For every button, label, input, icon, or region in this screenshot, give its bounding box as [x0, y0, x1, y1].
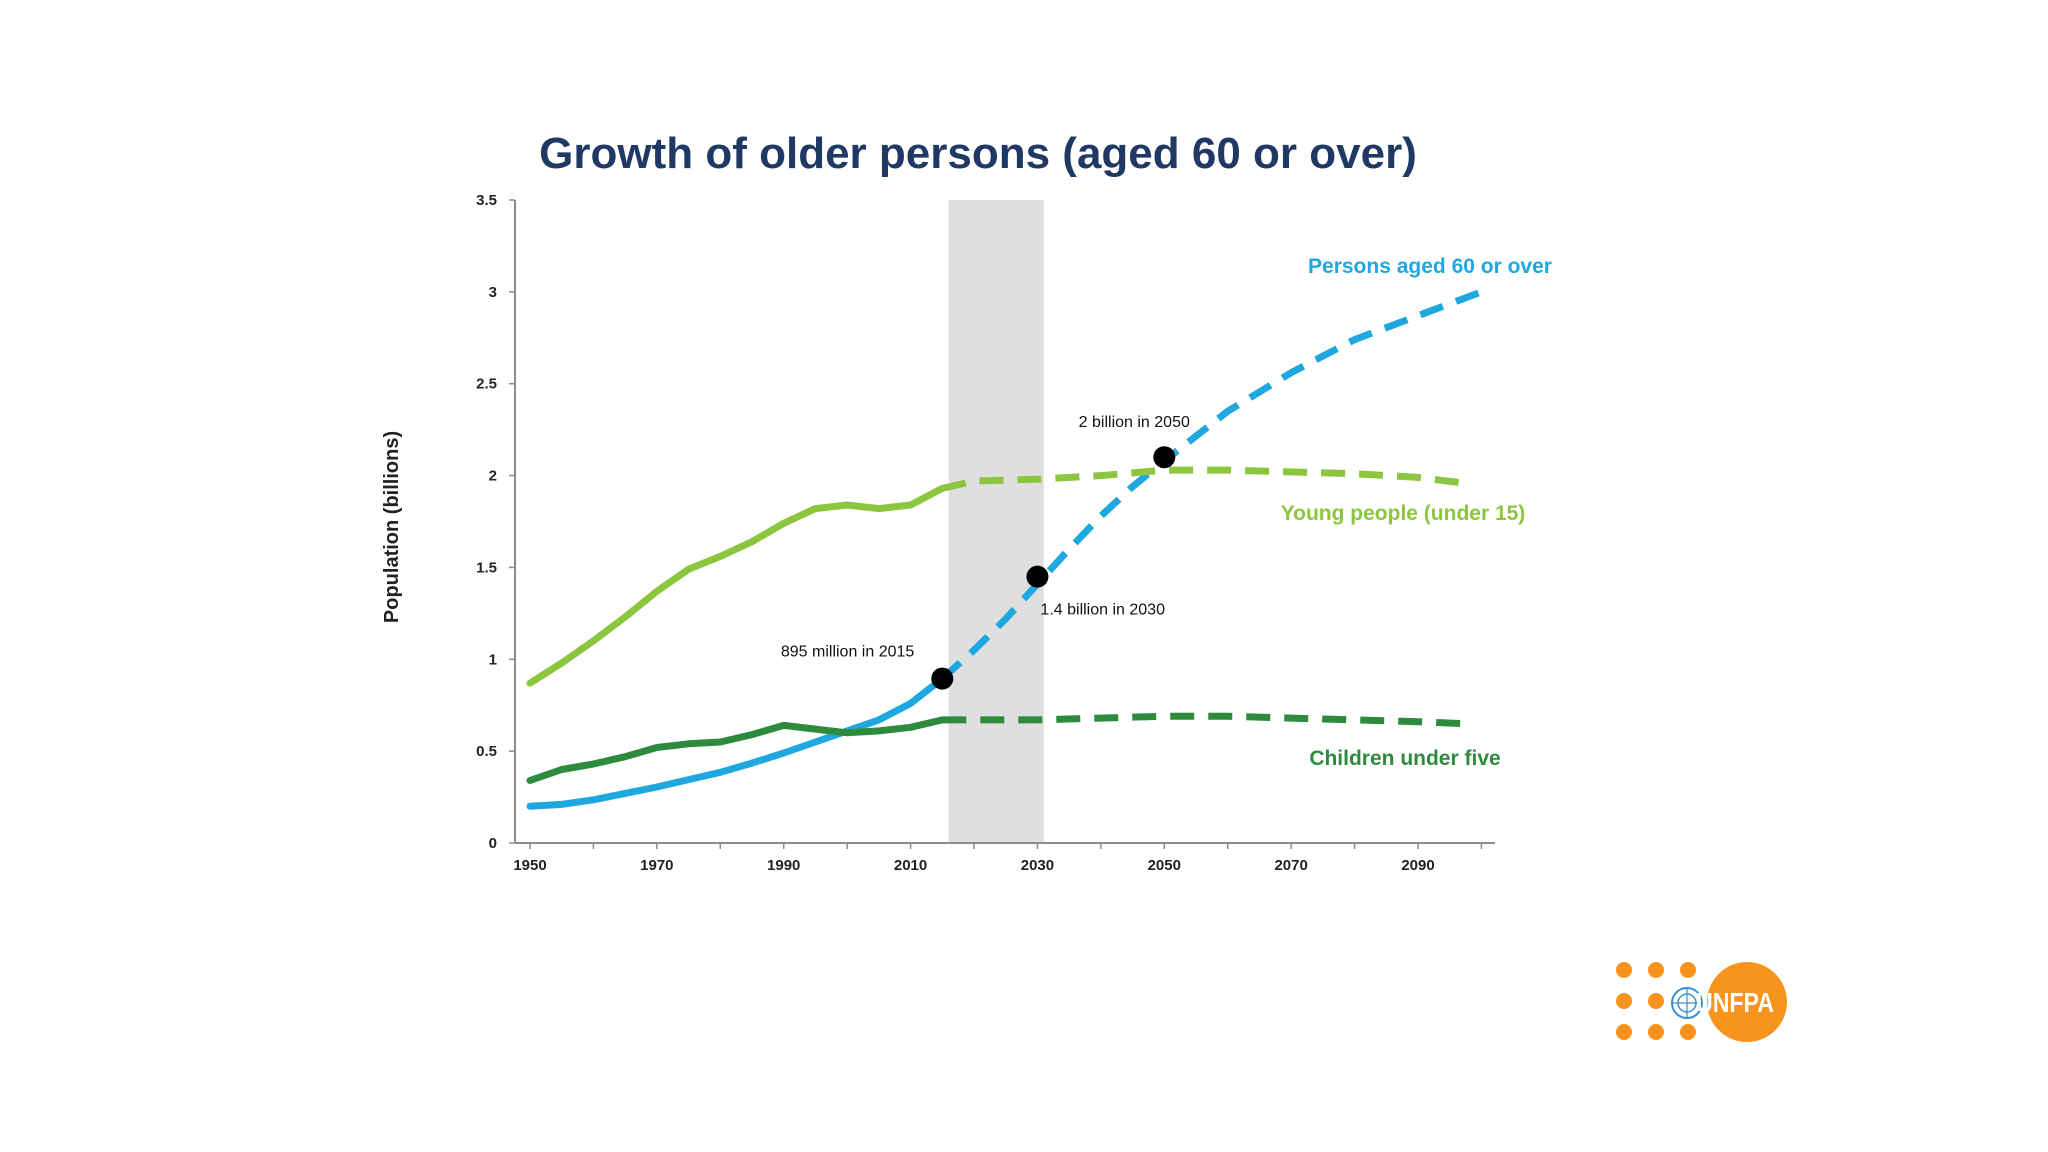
y-tick-label: 0.5: [476, 743, 497, 760]
y-tick-label: 3.5: [476, 192, 497, 209]
logo-dot: [1648, 962, 1664, 978]
series-line-observed: [526, 675, 946, 810]
annotation-label: 1.4 billion in 2030: [1040, 602, 1165, 619]
series-line-projected: [939, 288, 1483, 682]
y-tick-label: 1: [489, 651, 497, 668]
plot-area: 0 0.5 1 1.5 2 2.5 3 3.5 1950 1970 1990 2010 2030 2050…: [476, 192, 1552, 874]
logo-dot: [1616, 962, 1632, 978]
data-marker: [1026, 565, 1049, 588]
y-tick-label: 0: [489, 835, 497, 852]
x-tick-label: 2030: [1021, 857, 1054, 874]
logo-dot: [1648, 1024, 1664, 1040]
x-tick-label: 2070: [1274, 857, 1307, 874]
y-tick-label: 2.5: [476, 376, 497, 393]
x-tick-label: 1990: [767, 857, 800, 874]
x-tick-label: 2090: [1401, 857, 1434, 874]
logo-dot: [1648, 993, 1664, 1009]
x-tick-label: 2050: [1148, 857, 1181, 874]
chart-title: Growth of older persons (aged 60 or over…: [539, 129, 1417, 178]
data-marker: [1153, 446, 1176, 469]
series-line-projected: [942, 712, 1463, 728]
series-label: Persons aged 60 or over: [1308, 255, 1552, 278]
logo-dot: [1680, 1024, 1696, 1040]
annotation-label: 2 billion in 2050: [1079, 414, 1190, 431]
data-marker: [931, 667, 954, 690]
y-axis-label: Population (billions): [381, 431, 403, 623]
y-tick-label: 1.5: [476, 559, 497, 576]
x-tick-label: 1950: [513, 857, 546, 874]
logo-dot: [1680, 962, 1696, 978]
logo-dots-icon: [1616, 962, 1696, 1040]
logo-dot: [1616, 993, 1632, 1009]
logo-circle: [1707, 962, 1787, 1042]
unfpa-logo: UNFPA: [1612, 960, 1792, 1044]
series-line-observed: [526, 716, 946, 784]
y-tick-label: 2: [489, 468, 497, 485]
logo-dot: [1616, 1024, 1632, 1040]
x-tick-label: 2010: [894, 857, 927, 874]
logo-text: UNFPA: [1696, 987, 1774, 1018]
un-emblem-icon: [1671, 987, 1703, 1019]
annotation-label: 895 million in 2015: [781, 644, 915, 661]
y-tick-label: 3: [489, 284, 497, 301]
series-label: Children under five: [1309, 747, 1500, 770]
series-label: Young people (under 15): [1281, 502, 1526, 525]
projection-band: [948, 200, 1044, 843]
x-tick-label: 1970: [640, 857, 673, 874]
series-line-observed: [526, 484, 946, 687]
